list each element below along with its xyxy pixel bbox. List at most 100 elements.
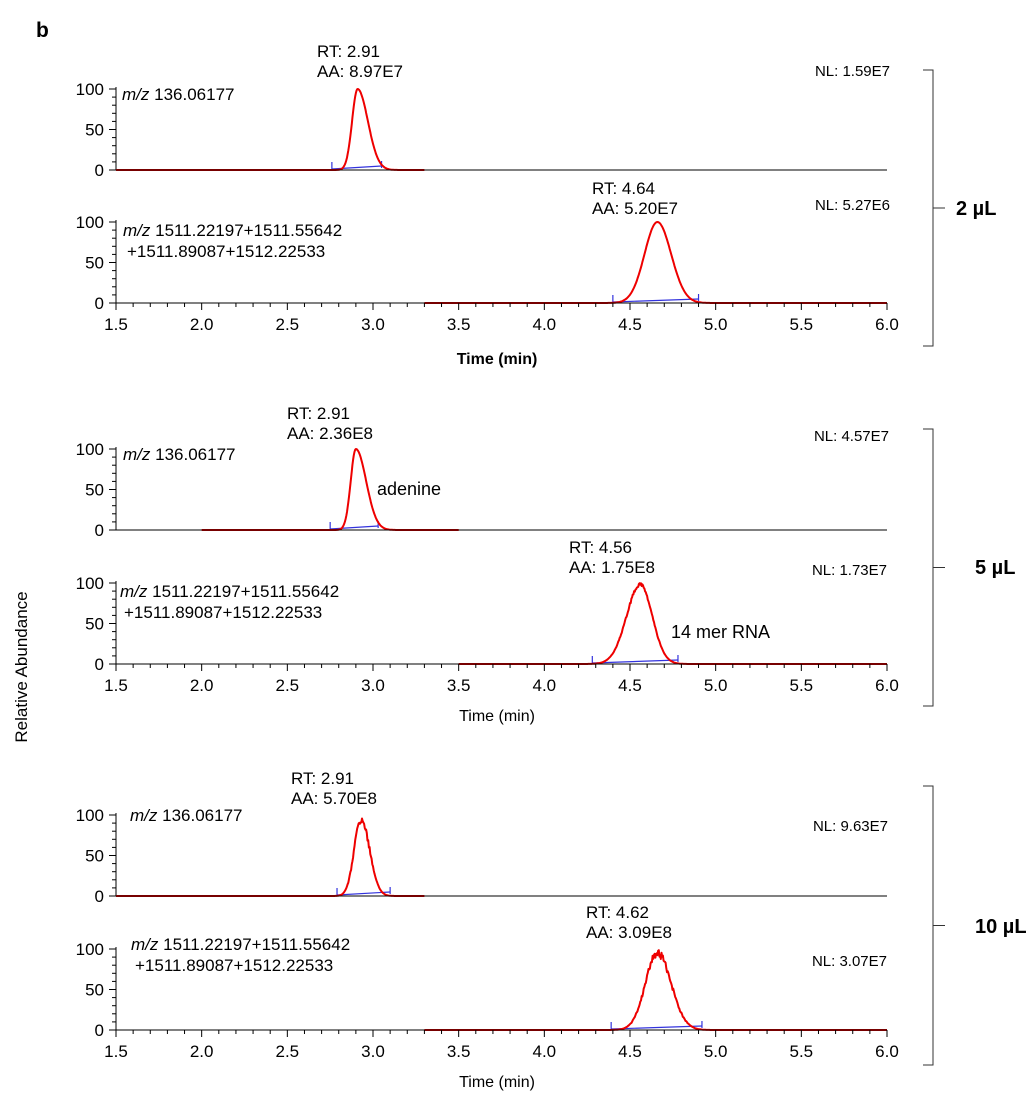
y-tick-label: 50 (85, 615, 104, 634)
y-tick-label: 0 (95, 887, 104, 906)
x-axis-label: Time (min) (457, 351, 538, 368)
y-tick-label: 50 (85, 254, 104, 273)
y-tick-label: 0 (95, 294, 104, 313)
x-tick-label: 6.0 (875, 676, 899, 695)
y-tick-label: 50 (85, 981, 104, 1000)
x-tick-label: 2.0 (190, 315, 214, 334)
y-tick-label: 0 (95, 655, 104, 674)
retention-time-label: RT: 2.91 (317, 42, 380, 61)
chromatogram-panel: 0 50 100 m/z 1511.22197+1511.55642 +1511.890… (76, 903, 899, 1091)
y-tick-label: 50 (85, 481, 104, 500)
normalization-level: NL: 4.57E7 (814, 428, 889, 445)
sample-volume-label: 5 µL (975, 557, 1015, 579)
chromatogram-trace (115, 817, 425, 897)
peak-area-label: AA: 5.20E7 (592, 199, 678, 218)
normalization-level: NL: 1.59E7 (815, 63, 890, 80)
x-tick-label: 4.5 (618, 315, 642, 334)
x-tick-label: 4.5 (618, 1042, 642, 1061)
sample-volume-label: 2 µL (956, 198, 996, 220)
mz-label-continued: +1511.89087+1512.22533 (127, 242, 325, 261)
y-tick-label: 100 (76, 213, 104, 232)
mz-label: m/z 1511.22197+1511.55642 (131, 935, 350, 954)
x-tick-label: 5.0 (704, 315, 728, 334)
chromatogram-panel: 0 50 100 m/z 1511.22197+1511.55642 +1511.890… (76, 538, 899, 725)
compound-annotation: adenine (377, 479, 441, 499)
x-tick-label: 1.5 (104, 676, 128, 695)
x-tick-label: 3.0 (361, 676, 385, 695)
y-tick-label: 50 (85, 121, 104, 140)
x-axis-label: Time (min) (459, 1074, 535, 1091)
mz-label-continued: +1511.89087+1512.22533 (124, 603, 322, 622)
x-tick-label: 5.5 (790, 315, 814, 334)
x-tick-label: 4.0 (533, 315, 557, 334)
volume-brackets: 2 µL 5 µL 10 µL (923, 69, 1027, 1066)
normalization-level: NL: 9.63E7 (813, 818, 888, 835)
x-tick-label: 2.5 (276, 1042, 300, 1061)
x-tick-label: 2.0 (190, 1042, 214, 1061)
mz-label: m/z 136.06177 (122, 85, 234, 104)
y-tick-label: 100 (76, 940, 104, 959)
mz-label: m/z 136.06177 (123, 445, 235, 464)
x-tick-label: 4.5 (618, 676, 642, 695)
x-tick-label: 6.0 (875, 315, 899, 334)
integration-baseline (330, 525, 379, 530)
y-tick-label: 100 (76, 80, 104, 99)
x-tick-label: 1.5 (104, 1042, 128, 1061)
x-tick-label: 4.0 (533, 676, 557, 695)
chromatogram-panel: 0 50 100 m/z 136.06177 NL: 4.57E7 RT: 2.91AA:… (76, 404, 889, 540)
chromatogram-panel: 0 50 100 m/z 136.06177 NL: 9.63E7 RT: 2.91AA:… (76, 769, 888, 906)
x-tick-label: 2.5 (276, 315, 300, 334)
panel-letter: b (36, 19, 49, 42)
x-tick-label: 3.5 (447, 315, 471, 334)
peak-area-label: AA: 5.70E8 (291, 789, 377, 808)
peak-area-label: AA: 1.75E8 (569, 558, 655, 577)
y-tick-label: 0 (95, 1021, 104, 1040)
normalization-level: NL: 3.07E7 (812, 953, 887, 970)
mz-label-continued: +1511.89087+1512.22533 (135, 956, 333, 975)
mz-label: m/z 136.06177 (130, 806, 242, 825)
y-tick-label: 50 (85, 847, 104, 866)
x-tick-label: 6.0 (875, 1042, 899, 1061)
peak-area-label: AA: 3.09E8 (586, 923, 672, 942)
integration-baseline (331, 165, 382, 170)
sample-volume-label: 10 µL (975, 916, 1027, 938)
retention-time-label: RT: 2.91 (287, 404, 350, 423)
normalization-level: NL: 5.27E6 (815, 197, 890, 214)
x-tick-label: 3.0 (361, 315, 385, 334)
integration-baseline (592, 659, 678, 664)
integration-baseline (611, 1025, 702, 1030)
peak-area-label: AA: 2.36E8 (287, 424, 373, 443)
x-tick-label: 5.5 (790, 1042, 814, 1061)
y-tick-label: 0 (95, 161, 104, 180)
x-tick-label: 2.0 (190, 676, 214, 695)
x-tick-label: 5.5 (790, 676, 814, 695)
x-tick-label: 4.0 (533, 1042, 557, 1061)
peak-area-label: AA: 8.97E7 (317, 62, 403, 81)
retention-time-label: RT: 4.56 (569, 538, 632, 557)
x-tick-label: 1.5 (104, 315, 128, 334)
group-bracket (923, 785, 934, 1066)
group-bracket (923, 428, 934, 707)
x-tick-label: 5.0 (704, 676, 728, 695)
x-tick-label: 3.0 (361, 1042, 385, 1061)
integration-baseline (612, 298, 699, 303)
normalization-level: NL: 1.73E7 (812, 562, 887, 579)
group-bracket (923, 69, 934, 347)
y-tick-label: 0 (95, 521, 104, 540)
y-axis-label: Relative Abundance (12, 591, 31, 742)
compound-annotation: 14 mer RNA (671, 622, 770, 642)
x-tick-label: 2.5 (276, 676, 300, 695)
y-tick-label: 100 (76, 440, 104, 459)
retention-time-label: RT: 4.64 (592, 179, 655, 198)
chromatogram-panel: 0 50 100 m/z 1511.22197+1511.55642 +1511.890… (76, 179, 899, 368)
y-tick-label: 100 (76, 574, 104, 593)
retention-time-label: RT: 4.62 (586, 903, 649, 922)
mz-label: m/z 1511.22197+1511.55642 (120, 582, 339, 601)
chromatogram-panel: 0 50 100 m/z 136.06177 NL: 1.59E7 RT: 2.91AA:… (76, 42, 890, 180)
y-tick-label: 100 (76, 806, 104, 825)
chromatogram-trace (424, 221, 888, 304)
x-tick-label: 5.0 (704, 1042, 728, 1061)
x-tick-label: 3.5 (447, 676, 471, 695)
